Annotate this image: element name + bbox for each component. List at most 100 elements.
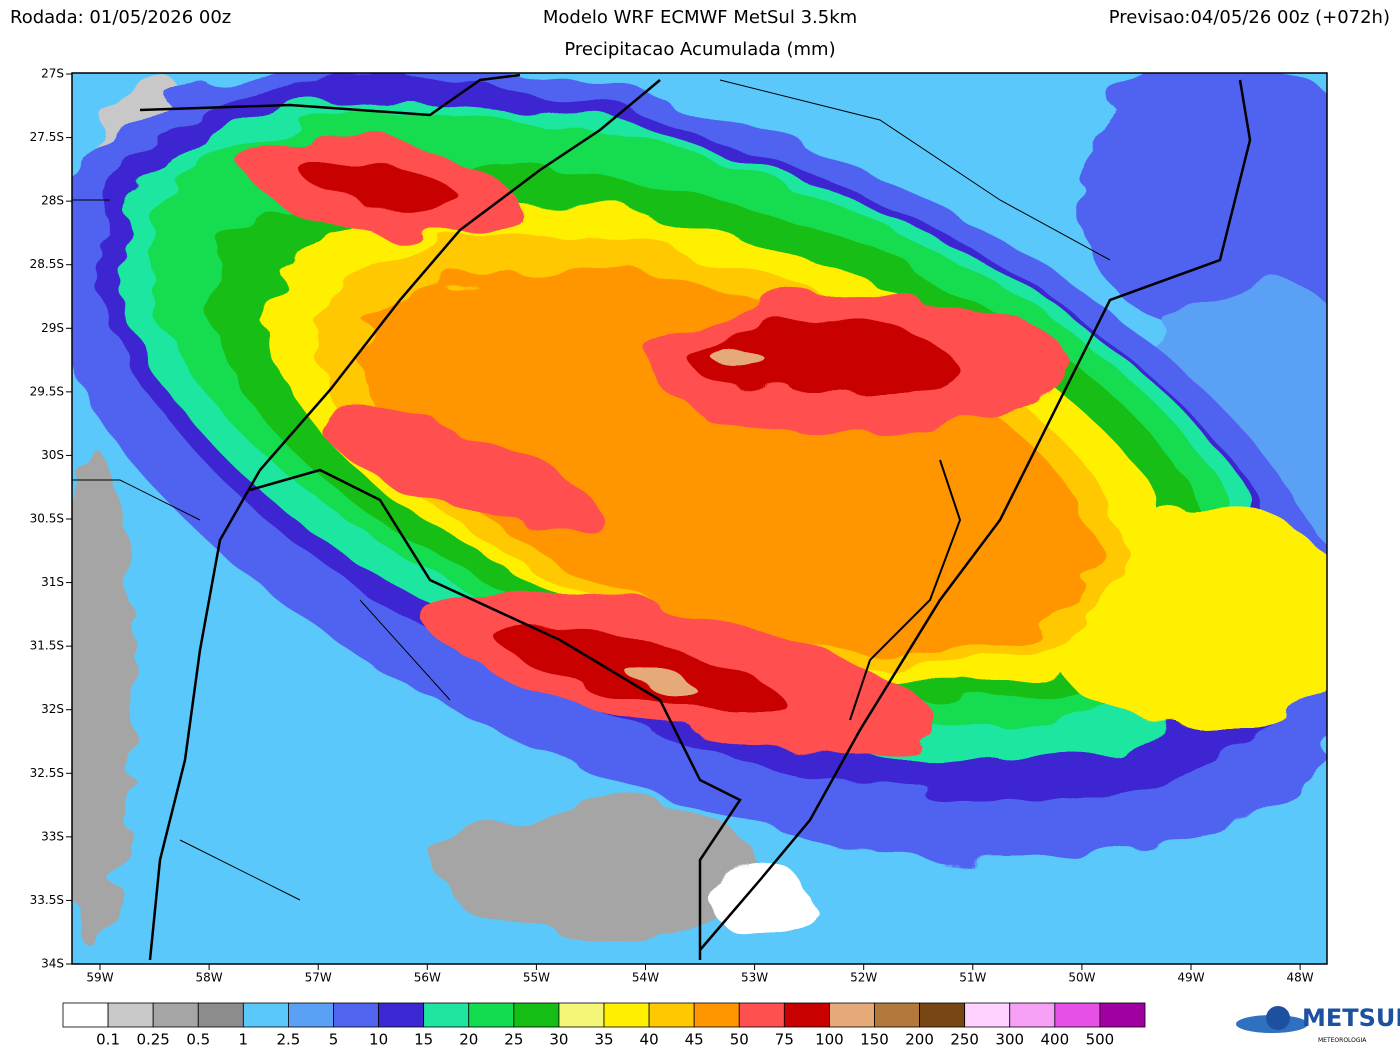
lon-label: 56W xyxy=(414,971,441,985)
map xyxy=(72,73,1327,964)
lagoon xyxy=(849,459,962,721)
lat-label: 27.5S xyxy=(30,130,64,144)
lat-label: 31S xyxy=(41,575,64,589)
division xyxy=(72,199,451,901)
lon-label: 54W xyxy=(632,971,659,985)
colorbar-label: 300 xyxy=(995,1031,1024,1049)
map-title: Modelo WRF ECMWF MetSul 3.5km xyxy=(543,7,857,28)
precip-area xyxy=(72,450,135,950)
lat-label: 32.5S xyxy=(30,766,64,780)
lat-label: 29.5S xyxy=(30,384,64,398)
colorbar-label: 0.25 xyxy=(136,1031,169,1049)
colorbar-box xyxy=(558,1002,605,1028)
colorbar-box xyxy=(693,1002,740,1028)
colorbar-box xyxy=(783,1002,830,1028)
colorbar-label: 35 xyxy=(594,1031,613,1049)
lat-label: 27S xyxy=(41,67,64,81)
colorbar-box xyxy=(964,1002,1011,1028)
colorbar-label: 25 xyxy=(504,1031,523,1049)
state-line xyxy=(719,79,1111,261)
colorbar-box xyxy=(107,1002,154,1028)
coastline xyxy=(699,79,1252,951)
forecast-label: Previsao:04/05/26 00z (+072h) xyxy=(1109,7,1390,28)
precip-area xyxy=(710,865,810,935)
colorbar-label: 45 xyxy=(685,1031,704,1049)
precip-area xyxy=(318,406,602,534)
colorbar-box xyxy=(1054,1002,1101,1028)
colorbar-label: 0.5 xyxy=(186,1031,210,1049)
colorbar-box xyxy=(874,1002,920,1028)
lon-label: 48W xyxy=(1287,971,1314,985)
colorbar-label: 400 xyxy=(1041,1031,1070,1049)
colorbar-label: 5 xyxy=(329,1031,339,1049)
colorbar-box xyxy=(603,1002,650,1028)
colorbar-box xyxy=(829,1002,875,1028)
colorbar-box xyxy=(919,1002,966,1028)
lon-label: 55W xyxy=(523,971,550,985)
lon-label: 49W xyxy=(1177,971,1204,985)
colorbar-box xyxy=(288,1002,334,1028)
colorbar-label: 1 xyxy=(239,1031,249,1049)
colorbar-box xyxy=(242,1002,289,1028)
colorbar-box xyxy=(468,1002,515,1028)
colorbar-box xyxy=(648,1002,695,1028)
colorbar-label: 10 xyxy=(369,1031,388,1049)
lon-label: 59W xyxy=(86,971,113,985)
lon-label: 57W xyxy=(305,971,332,985)
colorbar-label: 30 xyxy=(549,1031,568,1049)
map-subtitle: Precipitacao Acumulada (mm) xyxy=(564,39,835,60)
precip-area xyxy=(626,666,694,694)
colorbar-box xyxy=(378,1002,425,1028)
colorbar-label: 40 xyxy=(640,1031,659,1049)
precip-area xyxy=(690,325,950,395)
boundaries xyxy=(72,73,1252,961)
lat-label: 31.5S xyxy=(30,639,64,653)
logo: METSUL METEOROLOGIA xyxy=(1236,1004,1400,1044)
colorbar-label: 15 xyxy=(414,1031,433,1049)
colorbar-label: 50 xyxy=(730,1031,749,1049)
colorbar-box xyxy=(333,1002,379,1028)
colorbar-box xyxy=(738,1002,785,1028)
logo-tagline: METEOROLOGIA xyxy=(1318,1037,1367,1044)
lat-label: 32S xyxy=(41,702,64,716)
lon-label: 58W xyxy=(196,971,223,985)
colorbar-box xyxy=(152,1002,199,1028)
colorbar-label: 250 xyxy=(950,1031,979,1049)
lat-label: 34S xyxy=(41,957,64,971)
logo-name: METSUL xyxy=(1302,1004,1400,1032)
colorbar-label: 20 xyxy=(459,1031,478,1049)
lat-label: 33.5S xyxy=(30,893,64,907)
lat-label: 28.5S xyxy=(30,257,64,271)
lon-label: 51W xyxy=(959,971,986,985)
colorbar-label: 75 xyxy=(775,1031,794,1049)
lon-label: 50W xyxy=(1068,971,1095,985)
colorbar-box xyxy=(513,1002,560,1028)
colorbar-label: 2.5 xyxy=(276,1031,300,1049)
colorbar-box xyxy=(62,1002,109,1028)
lat-label: 30.5S xyxy=(30,512,64,526)
colorbar-box xyxy=(423,1002,470,1028)
colorbar-box xyxy=(197,1002,244,1028)
border xyxy=(148,79,661,961)
border xyxy=(249,468,742,960)
lat-label: 33S xyxy=(41,829,64,843)
precip-area xyxy=(301,160,459,210)
colorbar-label: 500 xyxy=(1086,1031,1115,1049)
logo-mark xyxy=(1266,1006,1290,1030)
lon-label: 53W xyxy=(741,971,768,985)
colorbar-label: 100 xyxy=(815,1031,844,1049)
lon-label: 52W xyxy=(850,971,877,985)
lat-label: 29S xyxy=(41,321,64,335)
colorbar-label: 200 xyxy=(905,1031,934,1049)
longitude-axis: 59W 58W 57W 56W 55W 54W 53W 52W 51W 50W 49W 48W xyxy=(86,964,1314,985)
lat-label: 30S xyxy=(41,448,64,462)
lat-label: 28S xyxy=(41,194,64,208)
precip-area xyxy=(440,800,760,940)
border xyxy=(139,73,521,117)
run-label: Rodada: 01/05/2026 00z xyxy=(10,7,231,28)
latitude-axis: 27S 27.5S 28S 28.5S 29S 29.5S 30S 30.5S 31S 31.5S… xyxy=(30,67,72,971)
colorbar-label: 150 xyxy=(860,1031,889,1049)
colorbar-box xyxy=(1099,1002,1146,1028)
precip-area xyxy=(1080,73,1327,340)
